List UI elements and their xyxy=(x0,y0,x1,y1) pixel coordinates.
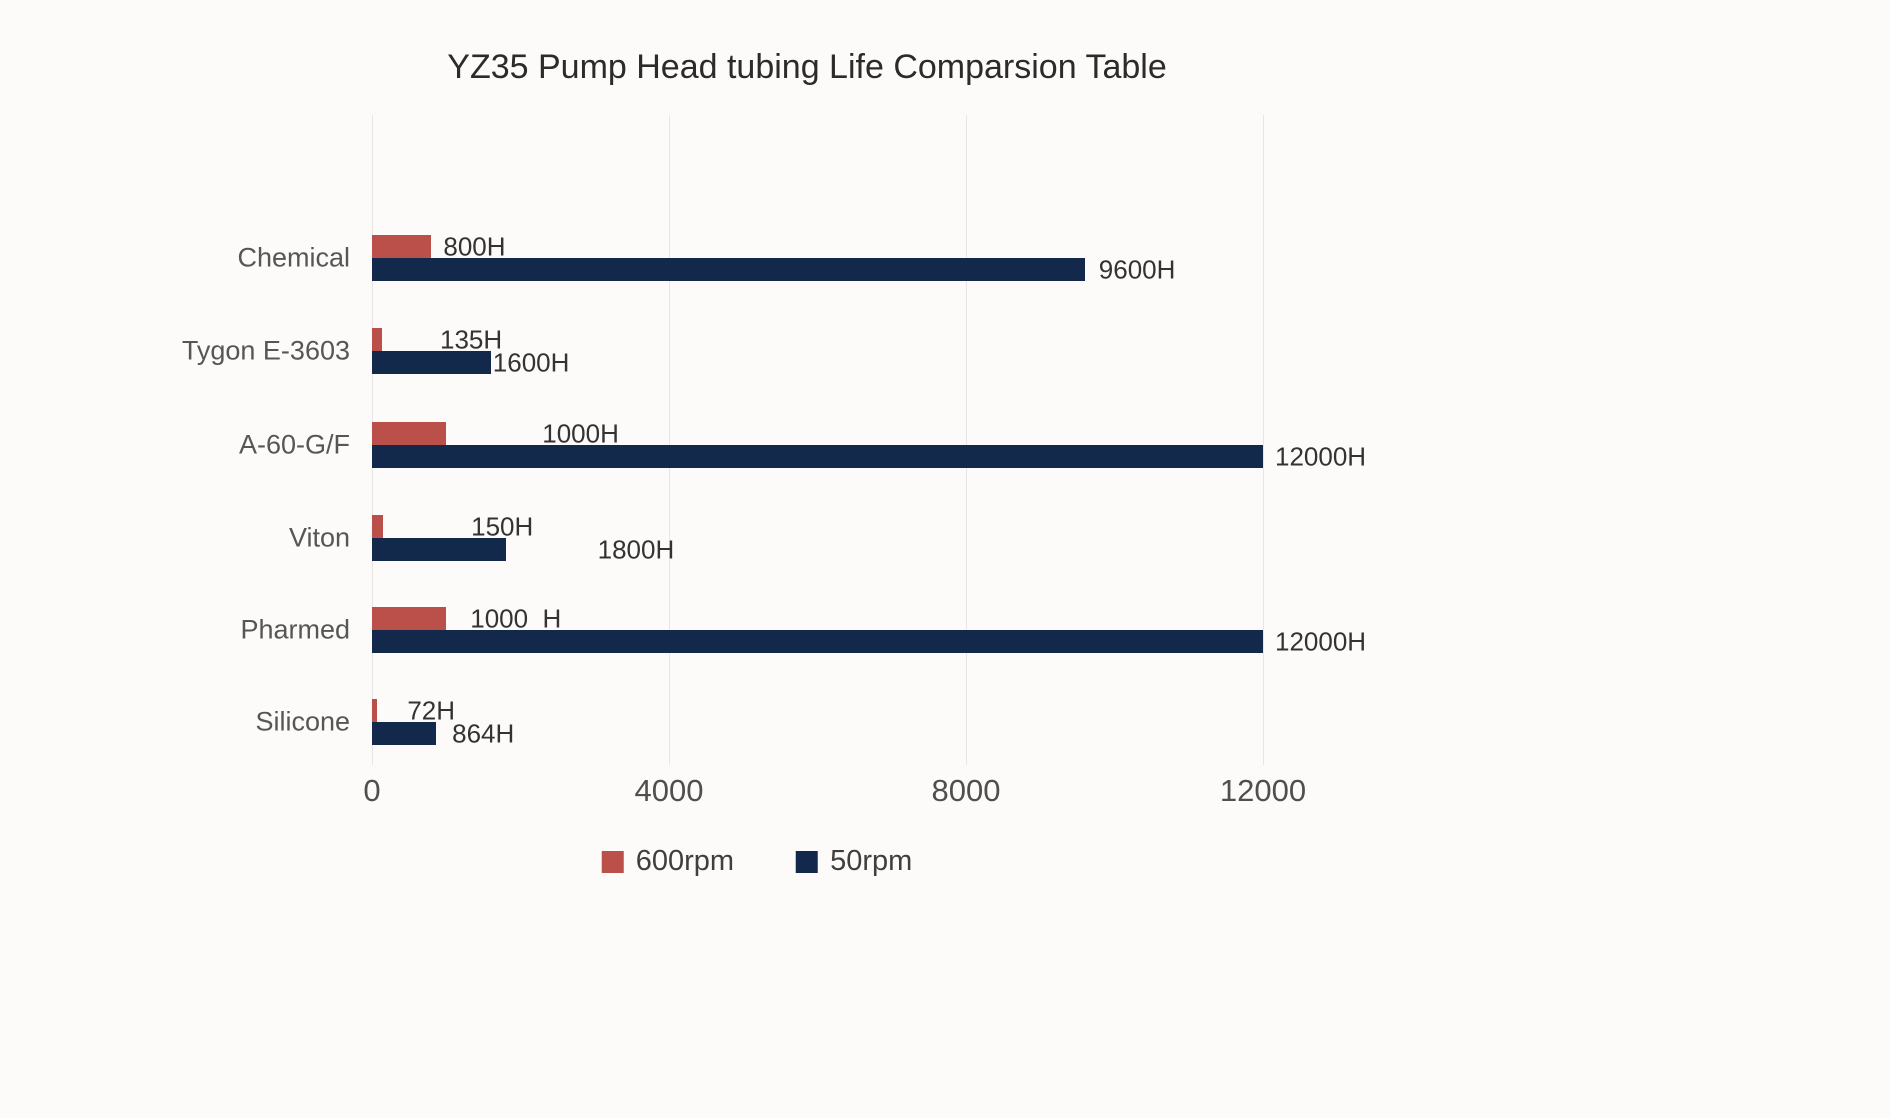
bar-600rpm xyxy=(372,235,432,258)
category-label: Tygon E-3603 xyxy=(181,335,350,366)
x-axis-tick-label: 0 xyxy=(363,773,381,808)
gridline xyxy=(669,115,670,765)
bar-50rpm xyxy=(372,630,1263,653)
chart-title: YZ35 Pump Head tubing Life Comparsion Ta… xyxy=(447,48,1167,86)
x-axis-tick-label: 4000 xyxy=(634,773,704,808)
bar-value-label: 12000H xyxy=(1275,441,1367,471)
bar-value-label: 1600H xyxy=(492,347,570,377)
legend-label: 600rpm xyxy=(635,845,735,877)
gridline xyxy=(1263,115,1264,765)
bar-value-label: 72H xyxy=(407,695,456,725)
legend-label: 50rpm xyxy=(830,845,913,877)
bar-value-label: 864H xyxy=(452,718,515,748)
category-label: Chemical xyxy=(237,242,350,273)
bar-600rpm xyxy=(372,328,383,351)
gridline xyxy=(966,115,967,765)
category-label: Viton xyxy=(288,522,350,553)
bar-value-label: 1000H xyxy=(542,418,619,448)
bar-value-label: 800H xyxy=(443,231,506,261)
bar-600rpm xyxy=(372,607,447,630)
bar-600rpm xyxy=(372,699,378,722)
category-label: A-60-G/F xyxy=(238,429,350,460)
category-label: Silicone xyxy=(255,706,350,737)
x-axis-tick-label: 12000 xyxy=(1219,773,1307,808)
bar-value-label: 150H xyxy=(471,511,534,541)
bar-value-label: 12000H xyxy=(1275,626,1367,656)
bar-50rpm xyxy=(372,351,491,374)
bar-600rpm xyxy=(372,515,384,538)
category-label: Pharmed xyxy=(240,614,350,645)
x-axis-tick-label: 8000 xyxy=(931,773,1001,808)
bar-50rpm xyxy=(372,445,1263,468)
legend-item-50rpm[interactable]: 50rpm xyxy=(796,845,912,878)
bar-value-label: 135H xyxy=(440,324,503,354)
bar-value-label: 1000 H xyxy=(470,603,562,633)
bar-value-label: 9600H xyxy=(1098,254,1176,284)
bar-50rpm xyxy=(372,722,437,745)
legend-swatch-icon xyxy=(601,850,624,873)
legend-item-600rpm[interactable]: 600rpm xyxy=(601,845,735,878)
bar-600rpm xyxy=(372,422,447,445)
bar-50rpm xyxy=(372,538,506,561)
bar-50rpm xyxy=(372,258,1085,281)
legend-swatch-icon xyxy=(796,850,819,873)
bar-value-label: 1800H xyxy=(597,534,675,564)
chart-legend: 600rpm 50rpm xyxy=(601,845,912,878)
